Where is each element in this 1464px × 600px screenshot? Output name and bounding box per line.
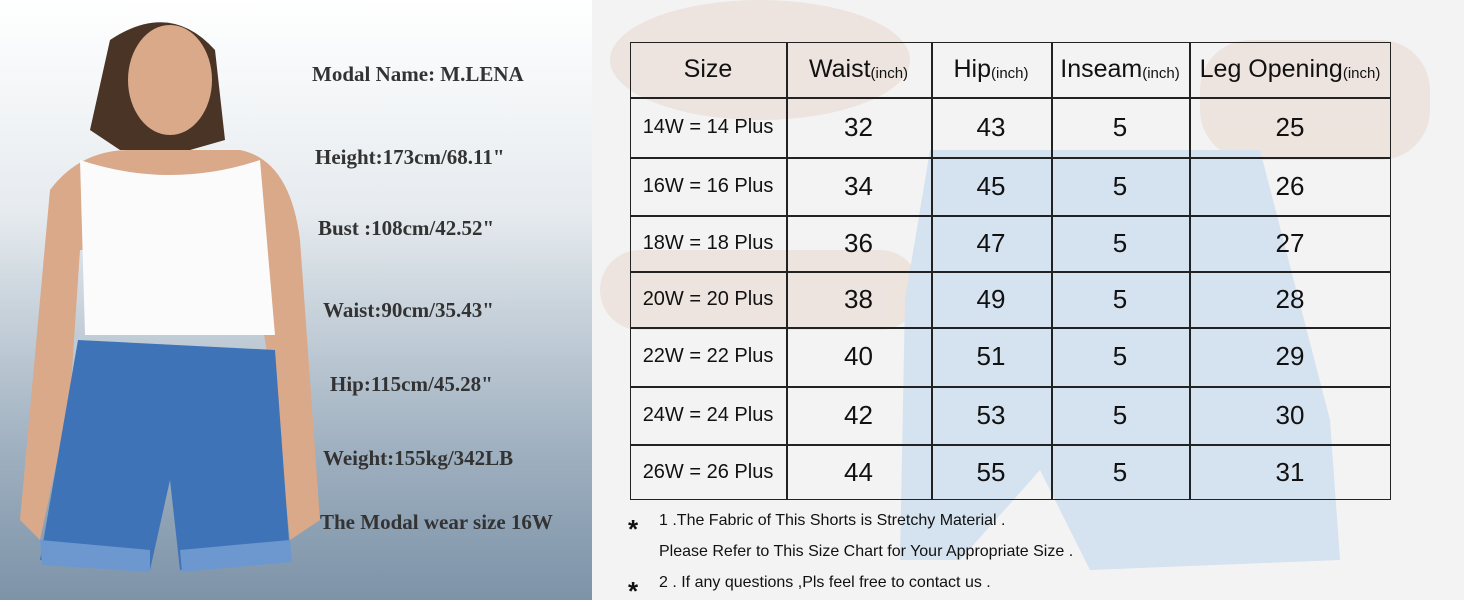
value-cell: 31 [1275,456,1305,487]
model-line: Waist:90cm/35.43" [323,298,494,322]
size-cell: 20W = 20 Plus [642,287,774,310]
value-cell: 49 [976,283,1006,314]
note-line: 1 .The Fabric of This Shorts is Stretchy… [659,512,1006,529]
value-cell: 42 [844,399,873,430]
header-label: Hip [953,55,991,83]
value-cell: 36 [844,227,873,258]
value-cell: 44 [844,456,873,487]
size-cell: 16W = 16 Plus [642,174,774,197]
model-line: Modal Name: M.LENA [312,62,524,86]
value-cell: 51 [976,341,1006,371]
value-cell: 5 [1112,399,1128,430]
value-cell: 45 [976,170,1006,201]
header-cell: Inseam (inch) [1051,42,1189,97]
value-cell: 27 [1275,227,1305,258]
value-cell: 5 [1112,341,1128,371]
size-cell: 26W = 26 Plus [642,460,774,483]
row-line [630,386,1391,388]
value-cell: 32 [844,111,873,142]
header-label: Leg Opening [1199,55,1343,83]
value-cell: 38 [844,283,873,314]
note-marker: * [628,514,639,544]
header-label: Inseam [1060,55,1143,83]
note-marker: * [628,576,639,600]
value-cell: 25 [1275,111,1305,142]
header-unit: (inch) [991,65,1029,82]
size-cell: 24W = 24 Plus [642,403,774,426]
value-cell: 47 [976,227,1006,258]
size-cell: 22W = 22 Plus [642,345,774,367]
value-cell: 53 [976,399,1006,430]
value-cell: 43 [976,111,1006,142]
value-cell: 5 [1112,111,1128,142]
header-unit: (inch) [1142,65,1180,82]
header-cell: Hip (inch) [931,42,1051,97]
model-line: Weight:155kg/342LB [323,446,514,470]
value-cell: 5 [1112,456,1128,487]
value-cell: 55 [976,456,1006,487]
model-line: Height:173cm/68.11" [315,145,505,169]
header-label: Waist [808,55,871,83]
value-cell: 5 [1112,227,1128,258]
value-cell: 26 [1275,170,1305,201]
row-line [630,97,1391,99]
value-cell: 29 [1275,341,1305,371]
value-cell: 30 [1275,399,1305,430]
row-line [630,271,1391,273]
size-cell: 14W = 14 Plus [642,115,774,138]
row-line [630,444,1391,446]
header-unit: (inch) [1342,65,1381,82]
model-line: Hip:115cm/45.28" [330,372,493,396]
header-cell: Size [630,42,786,97]
value-cell: 28 [1275,283,1305,314]
note-line: Please Refer to This Size Chart for Your… [659,543,1074,560]
header-label: Size [683,55,733,83]
row-line [630,215,1391,217]
value-cell: 34 [844,170,873,201]
size-cell: 18W = 18 Plus [642,231,774,254]
row-line [630,327,1391,329]
note-line: 2 . If any questions ,Pls feel free to c… [659,574,991,591]
header-cell: Leg Opening (inch) [1189,42,1391,97]
header-cell: Waist (inch) [786,42,931,97]
header-unit: (inch) [870,65,909,82]
model-line: The Modal wear size 16W [320,510,553,534]
row-line [630,157,1391,159]
value-cell: 5 [1112,170,1128,201]
value-cell: 5 [1112,283,1128,314]
value-cell: 40 [844,341,873,371]
model-line: Bust :108cm/42.52" [318,216,495,240]
